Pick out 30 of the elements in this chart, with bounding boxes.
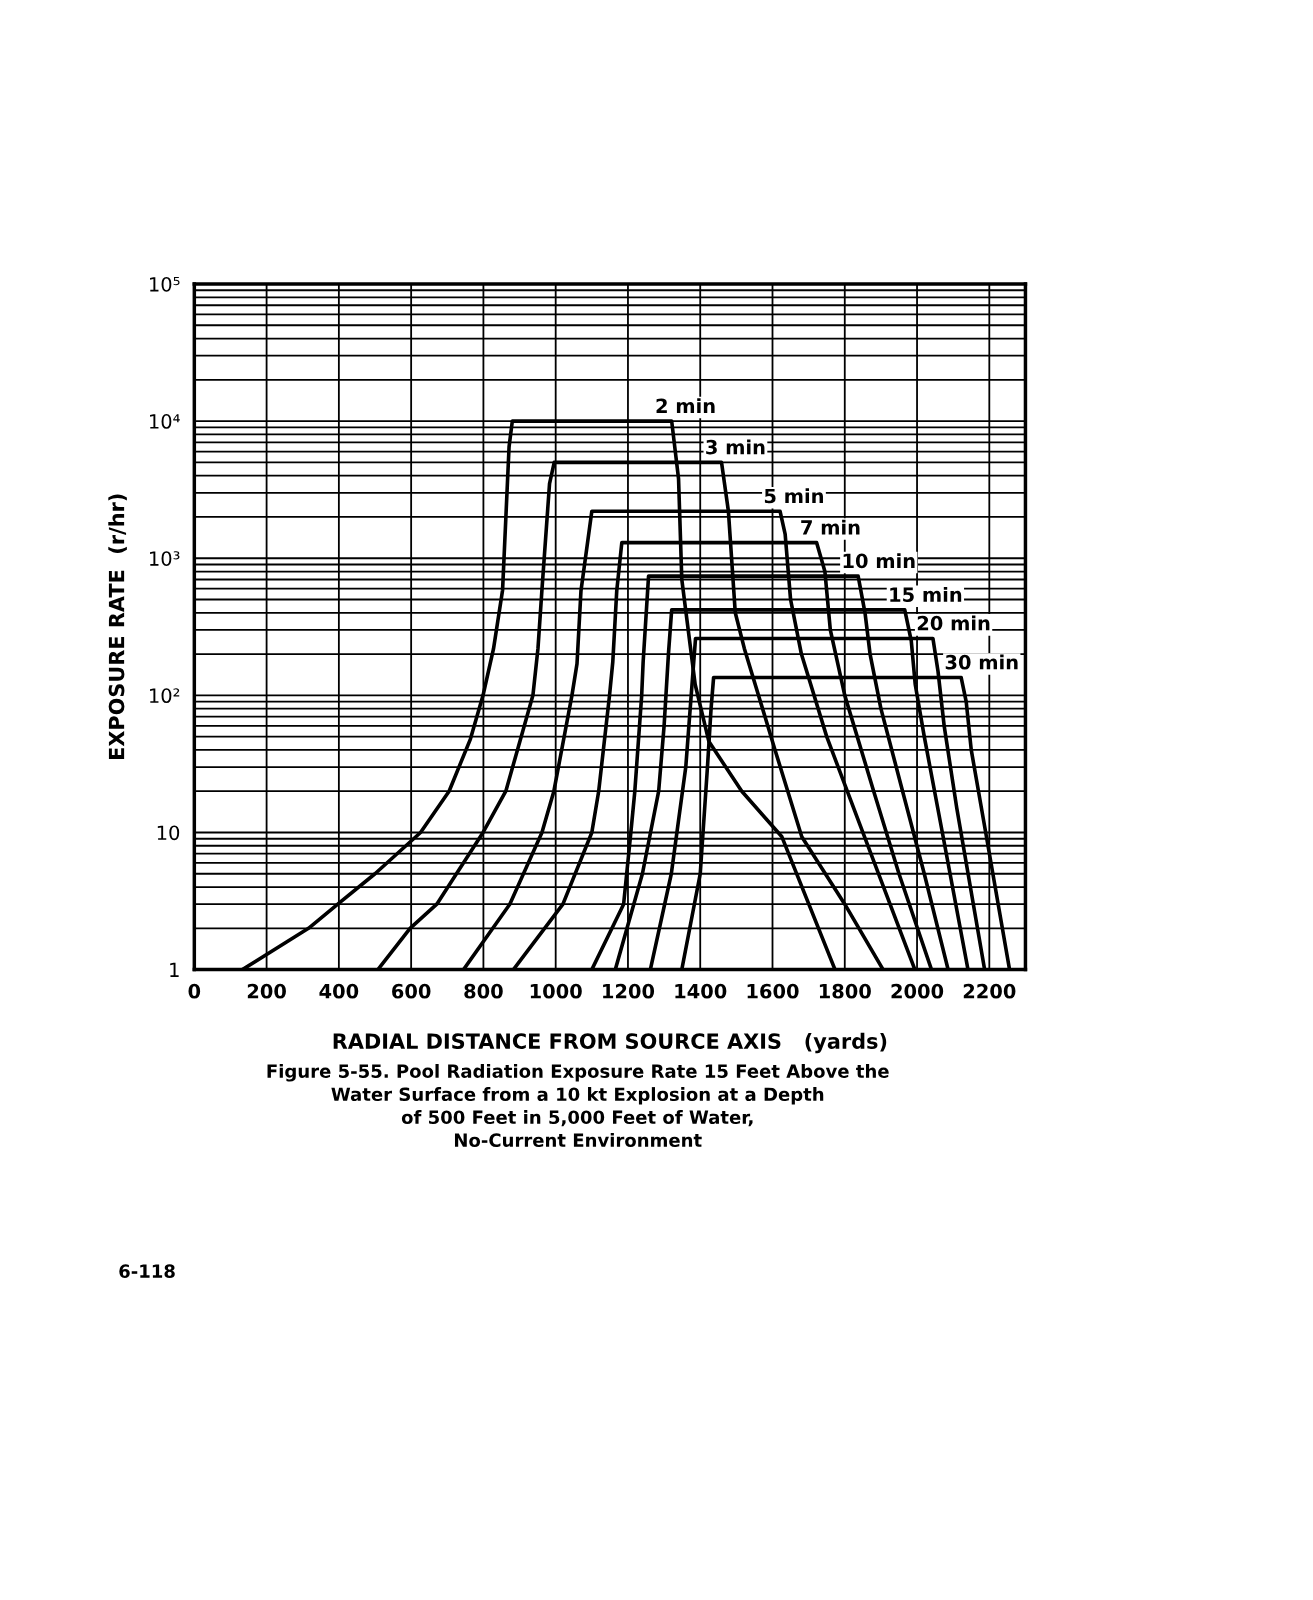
x-tick-label: 1200 xyxy=(603,983,655,999)
y-tick-label: 1 xyxy=(170,962,179,977)
y-tick-label: 10⁴ xyxy=(150,414,180,429)
series-label: 10 min xyxy=(843,553,915,569)
x-tick-label: 200 xyxy=(247,983,286,999)
x-tick-label: 1600 xyxy=(747,983,799,999)
x-tick-label: 0 xyxy=(188,983,201,999)
y-tick-label: 10 xyxy=(157,825,180,841)
x-tick-label: 2200 xyxy=(963,983,1016,999)
x-tick-label: 1800 xyxy=(819,983,871,999)
series-label: 15 min xyxy=(890,586,962,602)
series-label: 3 min xyxy=(706,439,765,455)
series-label: 30 min xyxy=(945,654,1018,670)
x-tick-label: 2000 xyxy=(891,983,944,999)
series-label: 20 min xyxy=(917,615,990,631)
x-tick-label: 800 xyxy=(464,983,503,999)
y-tick-label: 10² xyxy=(150,688,180,704)
series-label: 7 min xyxy=(801,519,860,535)
x-tick-label: 1000 xyxy=(530,983,582,999)
caption: Figure 5-55. Pool Radiation Exposure Rate 15 Feet Above the Water Surface from a 10 kt Explosion at a Depth of 500 Feet in 5,000 Feet of Water, No-Current Environment xyxy=(267,1064,889,1147)
text: 6-118 xyxy=(119,1264,175,1278)
series-label: 5 min xyxy=(764,488,823,504)
x-tick-label: 1400 xyxy=(675,983,727,999)
y-tick-label: 10⁵ xyxy=(150,276,180,292)
x-axis-title: RADIAL DISTANCE FROM SOURCE AXIS (yards) xyxy=(333,1032,887,1054)
y-axis-title: EXPOSURE RATE (r/hr) xyxy=(108,494,127,760)
x-tick-label: 600 xyxy=(392,983,431,999)
y-tick-label: 10³ xyxy=(150,551,180,566)
x-tick-label: 400 xyxy=(319,983,359,999)
series-label: 2 min xyxy=(656,398,715,413)
